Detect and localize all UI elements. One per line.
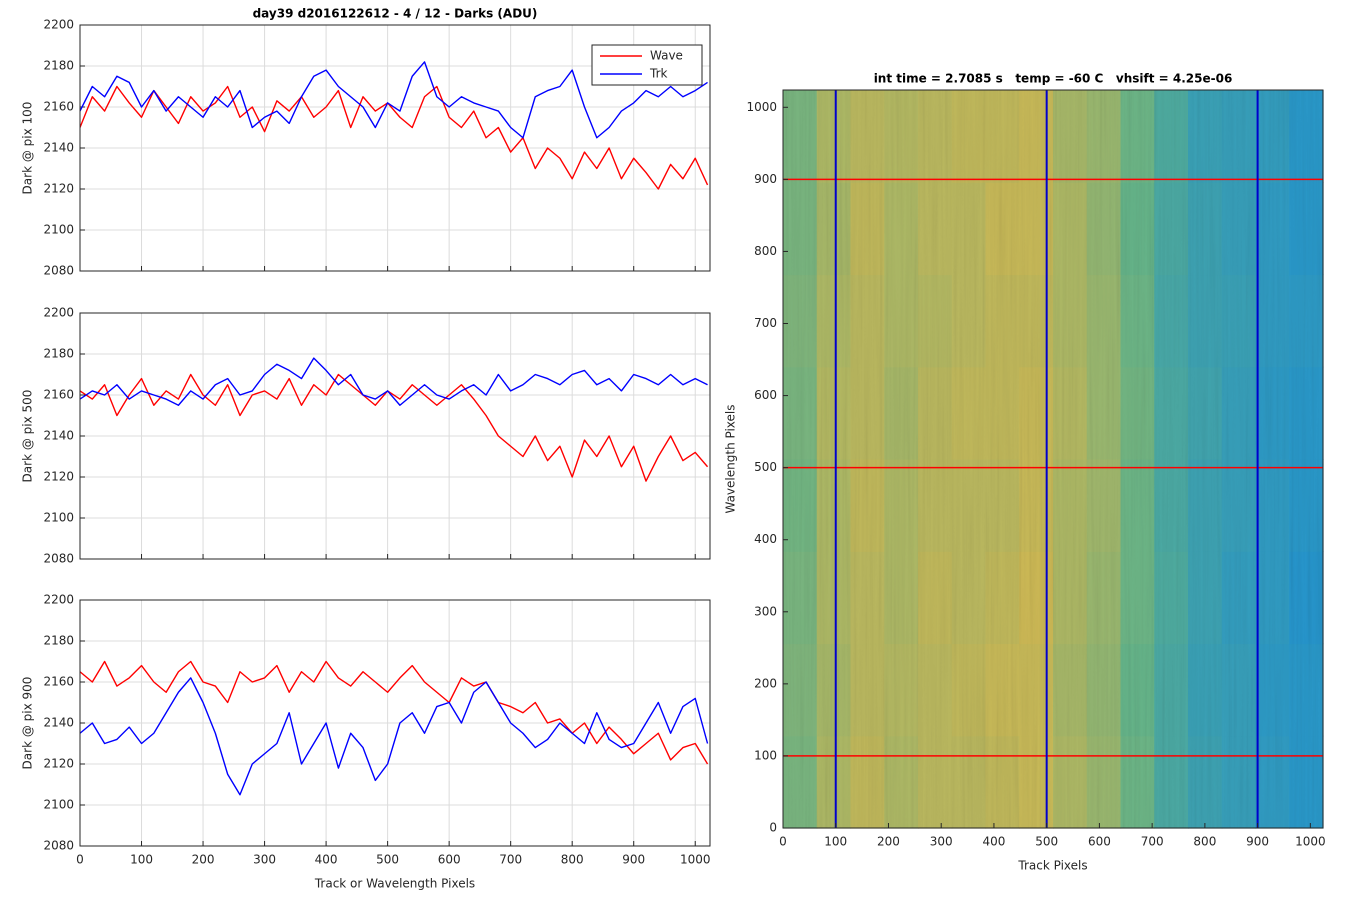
y-tick-label: 100: [754, 748, 777, 762]
y-tick-label: 2120: [43, 757, 74, 771]
chart-title: day39 d2016122612 - 4 / 12 - Darks (ADU): [253, 7, 538, 21]
x-tick-label: 0: [76, 853, 84, 867]
y-axis-label: Dark @ pix 900: [21, 677, 35, 770]
y-tick-label: 2100: [43, 798, 74, 812]
series-group: [80, 61, 709, 190]
y-tick-label: 2120: [43, 470, 74, 484]
legend: Wave Trk: [591, 44, 703, 86]
data-line: [80, 357, 708, 406]
data-line: [80, 61, 708, 139]
x-tick-label: 600: [1088, 835, 1111, 849]
series-group: [80, 660, 709, 796]
x-tick-label: 200: [877, 835, 900, 849]
y-tick-label: 700: [754, 316, 777, 330]
series-group: [80, 357, 709, 482]
line-axes: 2080 2100 2120 2140 2160 2180 2200 Dark @ pix 5…: [21, 306, 711, 566]
x-axis-label: Track Pixels: [1017, 859, 1087, 873]
y-tick-label: 2100: [43, 511, 74, 525]
x-tick-label: 900: [622, 853, 645, 867]
y-tick-label: 600: [754, 388, 777, 402]
x-tick-label: 1000: [680, 853, 711, 867]
y-tick-label: 2120: [43, 182, 74, 196]
y-tick-label: 2140: [43, 141, 74, 155]
y-tick-label: 2200: [43, 593, 74, 607]
legend-box: [591, 44, 703, 86]
y-tick-label: 0: [769, 821, 777, 835]
line-axes: 2080 2100 2120 2140 2160 2180 2200 0 100 200 300 40…: [21, 593, 711, 891]
x-tick-label: 900: [1246, 835, 1269, 849]
x-tick-label: 800: [561, 853, 584, 867]
y-tick-label: 2180: [43, 347, 74, 361]
data-line: [80, 677, 709, 796]
data-line: [80, 85, 709, 190]
overlay-layer: 0 100 200 300 400 500 600 700 800 900 1000 0 100 200 3…: [724, 72, 1326, 873]
y-tick-label: 2100: [43, 223, 74, 237]
y-tick-label: 400: [754, 532, 777, 546]
y-tick-label: 2080: [43, 839, 74, 853]
axes-frame: [79, 24, 711, 272]
y-tick-label: 2180: [43, 634, 74, 648]
y-tick-label: 800: [754, 244, 777, 258]
y-tick-label: 2140: [43, 429, 74, 443]
y-tick-label: 2080: [43, 264, 74, 278]
x-tick-label: 500: [1035, 835, 1058, 849]
x-tick-label: 0: [779, 835, 787, 849]
y-tick-label: 2160: [43, 100, 74, 114]
y-tick-label: 2180: [43, 59, 74, 73]
x-axis-label: Track or Wavelength Pixels: [314, 877, 475, 891]
heatmap-texture: [783, 90, 1323, 828]
y-tick-label: 200: [754, 676, 777, 690]
x-tick-label: 400: [982, 835, 1005, 849]
heatmap-overlay: [783, 90, 1323, 828]
axes-frame: [79, 312, 711, 560]
y-axis-label: Wavelength Pixels: [724, 404, 738, 513]
x-tick-label: 1000: [1295, 835, 1326, 849]
y-tick-label: 2200: [43, 306, 74, 320]
x-tick-label: 500: [376, 853, 399, 867]
x-tick-label: 700: [1141, 835, 1164, 849]
x-tick-label: 300: [930, 835, 953, 849]
line-axes: 2080 2100 2120 2140 2160 2180 2200 Wave Trk day39…: [21, 7, 711, 278]
heatmap-axis: 0 100 200 300 400 500 600 700 800 900 1000 0 100 200 3…: [724, 72, 1326, 873]
y-tick-label: 500: [754, 460, 777, 474]
x-tick-label: 100: [824, 835, 847, 849]
legend-label: Trk: [649, 67, 668, 81]
x-tick-label: 300: [253, 853, 276, 867]
data-line: [80, 373, 709, 482]
y-tick-label: 2200: [43, 18, 74, 32]
x-tick-label: 400: [315, 853, 338, 867]
y-tick-label: 300: [754, 604, 777, 618]
data-line: [80, 660, 709, 765]
y-tick-label: 2140: [43, 716, 74, 730]
y-axis-label: Dark @ pix 500: [21, 390, 35, 483]
y-tick-label: 2160: [43, 388, 74, 402]
y-axis-label: Dark @ pix 100: [21, 102, 35, 195]
x-tick-label: 100: [130, 853, 153, 867]
y-tick-label: 2160: [43, 675, 74, 689]
x-tick-label: 200: [192, 853, 215, 867]
x-tick-label: 600: [438, 853, 461, 867]
axes-frame: [782, 89, 1324, 829]
y-tick-label: 2080: [43, 552, 74, 566]
y-tick-label: 900: [754, 172, 777, 186]
chart-title: int time = 2.7085 s temp = -60 C vhsift …: [874, 72, 1233, 86]
legend-label: Wave: [650, 49, 683, 63]
y-tick-label: 1000: [746, 100, 777, 114]
x-tick-label: 700: [499, 853, 522, 867]
axes-frame: [79, 599, 711, 847]
x-tick-label: 800: [1193, 835, 1216, 849]
